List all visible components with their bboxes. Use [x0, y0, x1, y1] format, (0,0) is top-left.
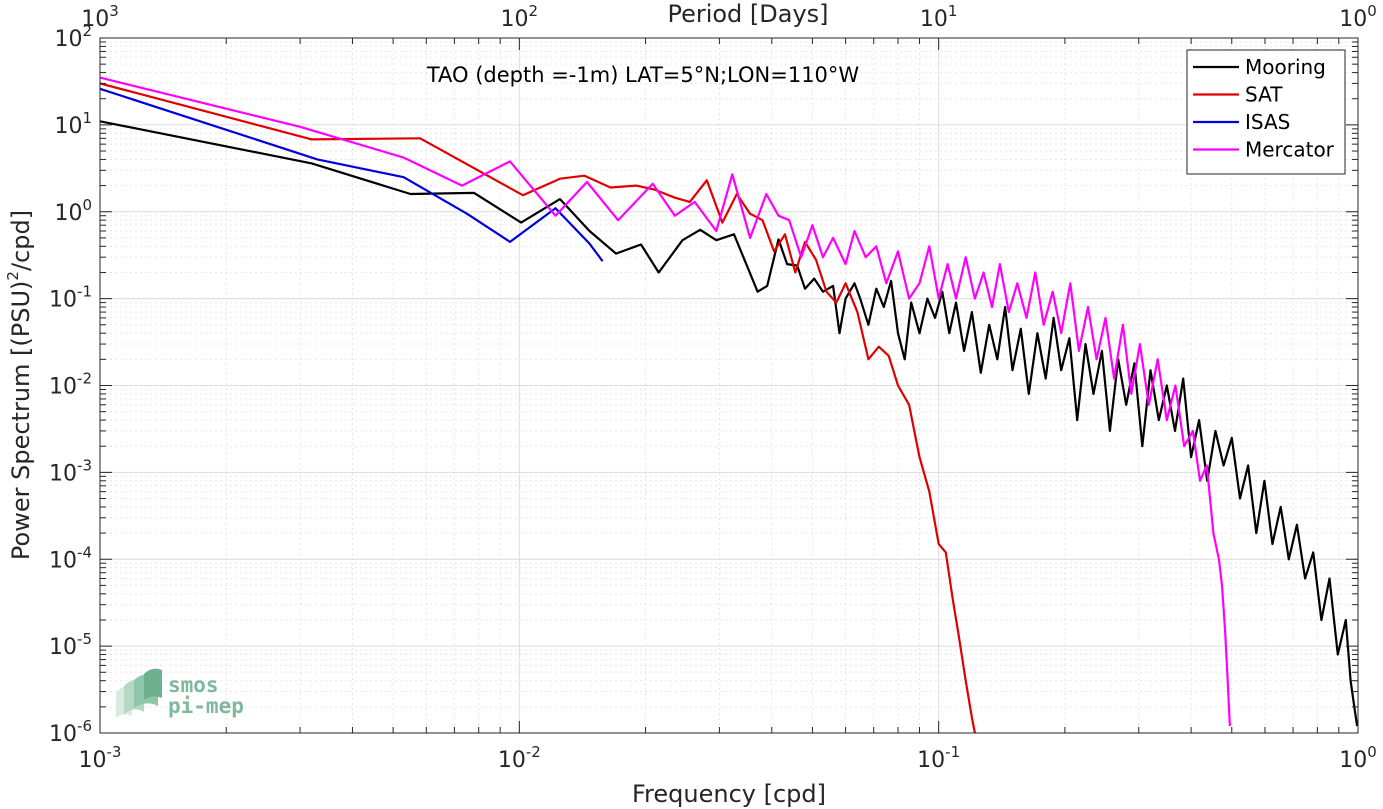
y-tick-label: 10-1: [49, 283, 92, 313]
top-tick-label-exp: 0: [1367, 2, 1377, 20]
y-tick-label-exp: -6: [77, 717, 92, 735]
x-tick-label: 10-3: [79, 743, 122, 773]
y-axis-label-main: Power Spectrum [(PSU): [7, 281, 35, 560]
top-tick-label: 101: [920, 2, 958, 32]
y-tick-label-exp: 0: [82, 196, 92, 214]
series-line-mercator: [99, 76, 1231, 727]
top-tick-label-exp: 2: [529, 2, 539, 20]
logo-line1: smos: [168, 673, 219, 697]
y-tick-label: 102: [54, 22, 92, 52]
y-tick-label-exp: -3: [77, 456, 92, 474]
x-axis-label: Frequency [cpd]: [632, 780, 826, 808]
y-tick-label-base: 10: [49, 722, 77, 747]
legend-label-isas: ISAS: [1245, 110, 1290, 134]
x-tick-label-base: 10: [79, 748, 107, 773]
y-tick-label-base: 10: [49, 288, 77, 313]
x-tick-label: 10-1: [917, 743, 960, 773]
x-tick-label: 10-2: [498, 743, 541, 773]
top-tick-label: 100: [1339, 2, 1377, 32]
x-tick-label: 100: [1339, 743, 1377, 773]
y-axis-label: Power Spectrum [(PSU)2/cpd]: [4, 210, 35, 560]
legend-label-mooring: Mooring: [1245, 55, 1326, 79]
top-tick-label-base: 10: [501, 7, 529, 32]
y-tick-label: 10-3: [49, 456, 92, 486]
y-tick-label-base: 10: [49, 548, 77, 573]
top-tick-label-exp: 3: [109, 2, 119, 20]
y-tick-label: 101: [54, 109, 92, 139]
logo-mark-icon: [116, 668, 162, 718]
y-tick-label: 10-4: [49, 543, 92, 573]
y-tick-label-base: 10: [54, 201, 82, 226]
x-tick-label-exp: -3: [107, 743, 122, 761]
y-tick-label-exp: -1: [77, 283, 92, 301]
y-tick-label-base: 10: [54, 114, 82, 139]
x-tick-label-base: 10: [498, 748, 526, 773]
x-tick-label-base: 10: [1339, 748, 1367, 773]
series-lines: [99, 76, 1359, 734]
y-tick-label-base: 10: [54, 27, 82, 52]
series-line-mooring: [99, 120, 1359, 727]
logo-line2: pi-mep: [168, 694, 244, 718]
legend: Mooring SAT ISAS Mercator: [1186, 49, 1346, 175]
top-tick-label: 103: [81, 2, 119, 32]
top-tick-label-exp: 1: [948, 2, 958, 20]
legend-box: [1186, 49, 1346, 175]
y-tick-label-base: 10: [49, 375, 77, 400]
grid-major: [99, 37, 1359, 734]
y-tick-label-base: 10: [49, 635, 77, 660]
x-tick-label-exp: -1: [945, 743, 960, 761]
y-tick-label: 10-6: [49, 717, 92, 747]
x-tick-label-exp: 0: [1367, 743, 1377, 761]
y-tick-label: 10-2: [49, 370, 92, 400]
smos-pimep-logo: smos pi-mep: [116, 668, 244, 718]
legend-label-sat: SAT: [1245, 83, 1283, 107]
series-line-sat: [99, 82, 976, 734]
y-axis-label-sup: 2: [4, 271, 22, 281]
y-tick-label-base: 10: [49, 461, 77, 486]
y-axis-label-tail: /cpd]: [7, 210, 35, 271]
y-tick-label-exp: -5: [77, 630, 92, 648]
top-tick-label-base: 10: [920, 7, 948, 32]
y-tick-label-exp: 2: [82, 22, 92, 40]
top-tick-label: 102: [501, 2, 539, 32]
top-tick-label-base: 10: [1339, 7, 1367, 32]
y-tick-label: 10-5: [49, 630, 92, 660]
chart-title: TAO (depth =-1m) LAT=5°N;LON=110°W: [426, 63, 860, 87]
series-line-isas: [99, 87, 604, 262]
tick-marks: [99, 37, 1359, 734]
y-tick-label-exp: -2: [77, 370, 92, 388]
y-tick-label: 100: [54, 196, 92, 226]
top-axis-label: Period [Days]: [667, 0, 828, 28]
x-tick-label-exp: -2: [526, 743, 541, 761]
y-tick-label-exp: 1: [82, 109, 92, 127]
legend-label-mercator: Mercator: [1245, 138, 1335, 162]
y-tick-label-exp: -4: [77, 543, 92, 561]
top-tick-label-base: 10: [81, 7, 109, 32]
x-tick-label-base: 10: [917, 748, 945, 773]
